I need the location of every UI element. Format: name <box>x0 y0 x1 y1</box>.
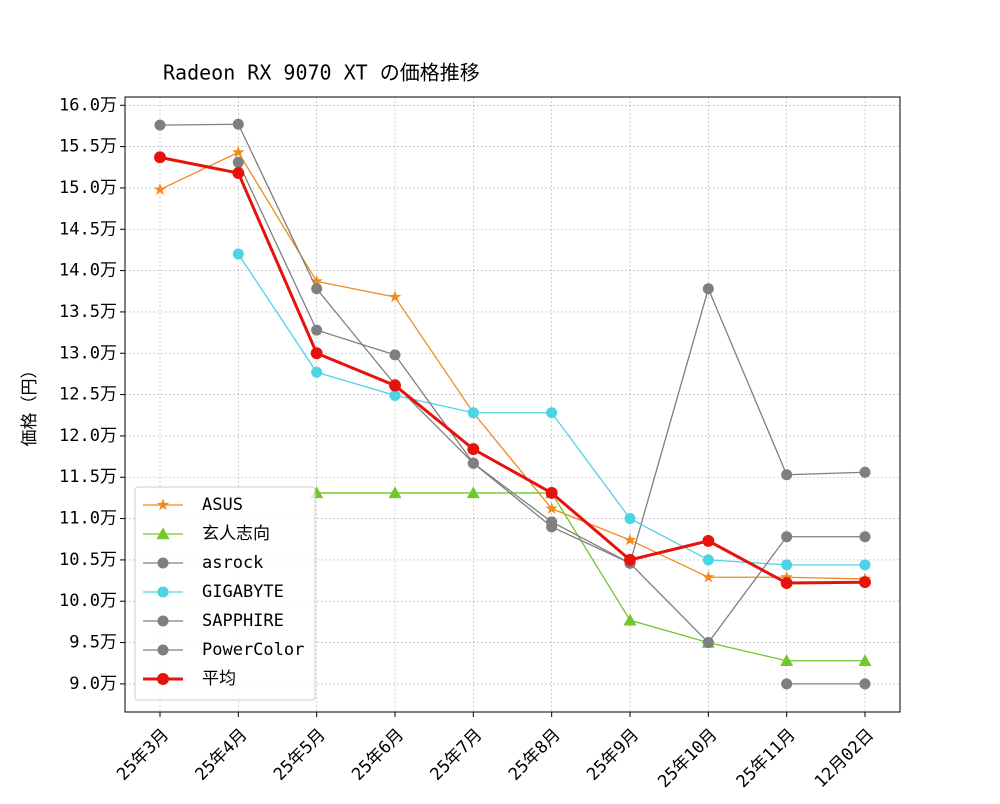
marker <box>311 324 323 336</box>
legend-box <box>134 486 316 701</box>
marker <box>389 389 401 401</box>
y-tick-label: 11.5万 <box>59 467 117 487</box>
marker <box>780 654 794 666</box>
x-tick-label: 12月02日 <box>811 725 878 792</box>
y-tick-label: 14.0万 <box>59 261 117 281</box>
marker <box>781 469 793 481</box>
marker <box>780 570 793 583</box>
marker <box>389 349 401 361</box>
marker <box>702 283 714 295</box>
legend-label: PowerColor <box>202 640 304 660</box>
legend-label: SAPPHIRE <box>202 611 284 631</box>
legend-label: 玄人志向 <box>202 524 270 544</box>
marker <box>624 553 636 566</box>
marker <box>781 559 793 571</box>
marker <box>153 183 167 195</box>
marker <box>546 407 558 419</box>
marker <box>545 486 558 499</box>
x-tick-label: 25年11月 <box>733 725 800 792</box>
marker <box>311 366 323 378</box>
marker <box>858 654 872 666</box>
marker <box>781 678 793 690</box>
x-tick-label: 25年3月 <box>113 725 173 785</box>
x-tick-label: 25年6月 <box>348 725 408 785</box>
marker <box>157 586 169 598</box>
marker <box>157 615 169 627</box>
marker <box>467 457 479 469</box>
legend-label: 平均 <box>202 669 236 689</box>
y-tick-label: 9.5万 <box>69 633 117 653</box>
marker <box>311 283 323 295</box>
x-tick-label: 25年5月 <box>270 725 330 785</box>
marker <box>702 534 715 547</box>
marker <box>859 559 871 571</box>
marker <box>859 678 871 690</box>
series-line <box>159 151 866 580</box>
y-tick-label: 15.0万 <box>59 178 117 198</box>
y-tick-label: 10.5万 <box>59 550 117 570</box>
marker <box>466 486 480 499</box>
marker <box>156 498 170 511</box>
y-tick-label: 15.5万 <box>59 137 117 157</box>
marker <box>388 290 402 303</box>
x-tick-label: 25年8月 <box>505 725 565 785</box>
x-tick-label: 25年7月 <box>426 725 486 785</box>
x-tick-label: 25年9月 <box>583 725 643 785</box>
series-line <box>316 492 865 662</box>
legend-label: GIGABYTE <box>202 582 284 602</box>
marker <box>467 443 480 456</box>
marker <box>545 502 558 514</box>
marker <box>232 118 244 130</box>
legend-label: asrock <box>202 553 263 573</box>
y-axis-label: 価格（円） <box>20 362 40 447</box>
marker <box>859 466 871 478</box>
x-tick-label: 25年4月 <box>191 725 251 785</box>
marker <box>546 521 558 533</box>
y-tick-label: 9.0万 <box>69 674 117 694</box>
marker <box>859 531 871 543</box>
series-line <box>159 155 866 585</box>
marker <box>467 407 479 419</box>
marker <box>389 379 401 392</box>
marker <box>232 145 245 158</box>
legend-label: ASUS <box>202 495 243 515</box>
marker <box>780 577 793 589</box>
marker <box>157 673 169 685</box>
marker <box>310 347 323 360</box>
marker <box>157 557 169 569</box>
y-tick-label: 13.5万 <box>59 302 117 322</box>
marker <box>157 644 169 656</box>
marker <box>232 248 244 260</box>
marker <box>232 167 245 179</box>
plot-frame <box>124 96 901 713</box>
marker <box>624 513 636 525</box>
marker <box>623 613 637 626</box>
marker <box>310 274 323 287</box>
marker <box>154 151 166 164</box>
chart-title: Radeon RX 9070 XT の価格推移 <box>163 61 480 85</box>
marker <box>702 570 715 583</box>
x-tick-label: 25年10月 <box>654 725 721 792</box>
series-line <box>159 123 866 565</box>
marker <box>623 533 637 546</box>
marker <box>156 527 170 540</box>
y-tick-label: 11.0万 <box>59 509 117 529</box>
y-tick-label: 10.0万 <box>59 591 117 611</box>
y-tick-label: 14.5万 <box>59 219 117 239</box>
marker <box>781 531 793 543</box>
y-tick-label: 16.0万 <box>59 95 117 115</box>
marker <box>859 576 871 589</box>
y-tick-label: 13.0万 <box>59 343 117 363</box>
marker <box>154 119 166 131</box>
marker <box>232 156 244 168</box>
marker <box>388 486 402 499</box>
marker <box>702 637 714 649</box>
y-tick-label: 12.5万 <box>59 385 117 405</box>
y-tick-label: 12.0万 <box>59 426 117 446</box>
marker <box>702 554 714 566</box>
